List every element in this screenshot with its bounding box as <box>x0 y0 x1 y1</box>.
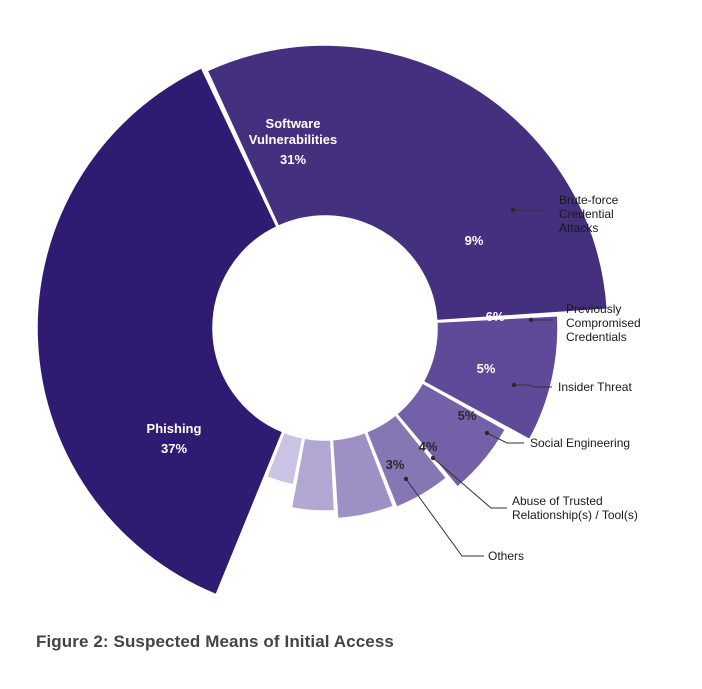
leader-line-abuse-of-trusted-relationship-s-tool-s <box>432 457 507 509</box>
category-label-brute-force-credential-attacks: Brute-force <box>559 193 619 207</box>
slice-phishing <box>36 66 284 596</box>
category-label-others: Others <box>488 549 524 563</box>
leader-dot-abuse-of-trusted-relationship-s-tool-s <box>430 455 436 461</box>
leader-line-others <box>405 478 484 557</box>
donut-hole <box>214 217 436 439</box>
slice-value-previously-compromised-credentials: 6% <box>486 309 505 324</box>
slice-value-brute-force-credential-attacks: 9% <box>465 233 484 248</box>
slice-value-social-engineering: 5% <box>458 408 477 423</box>
slice-software-vulnerabilities <box>206 44 609 322</box>
slice-value-others: 3% <box>386 457 405 472</box>
leader-dot-others <box>403 476 409 482</box>
leader-dot-social-engineering <box>484 430 490 436</box>
leader-dot-insider-threat <box>511 382 517 388</box>
slice-previously-compromised-credentials <box>395 381 507 489</box>
slice-social-engineering <box>331 431 395 520</box>
category-label-previously-compromised-credentials: Compromised <box>566 316 641 330</box>
leader-dot-previously-compromised-credentials <box>528 317 534 323</box>
category-label-abuse-of-trusted-relationship-s-tool-s: Relationship(s) / Tool(s) <box>512 508 638 522</box>
slice-label-software-vulnerabilities: Software <box>266 116 321 131</box>
category-label-previously-compromised-credentials: Previously <box>566 302 621 316</box>
slice-label-phishing: Phishing <box>147 421 202 436</box>
category-label-social-engineering: Social Engineering <box>530 436 630 450</box>
slice-value-software-vulnerabilities: 31% <box>280 152 306 167</box>
slice-value-phishing: 37% <box>161 441 187 456</box>
category-label-abuse-of-trusted-relationship-s-tool-s: Abuse of Trusted <box>512 494 603 508</box>
category-label-brute-force-credential-attacks: Attacks <box>559 221 598 235</box>
figure-caption: Figure 2: Suspected Means of Initial Acc… <box>36 632 394 651</box>
leader-line-social-engineering <box>486 432 524 444</box>
leader-dot-brute-force-credential-attacks <box>510 207 516 213</box>
leader-line-insider-threat <box>514 384 552 388</box>
slice-abuse-of-trusted-relationship-s-tool-s <box>290 437 336 512</box>
slice-value-insider-threat: 5% <box>477 361 496 376</box>
slice-insider-threat <box>365 413 448 509</box>
slice-label-software-vulnerabilities: Vulnerabilities <box>249 132 337 147</box>
category-label-previously-compromised-credentials: Credentials <box>566 330 627 344</box>
slice-value-abuse-of-trusted-relationship-s-tool-s: 4% <box>419 439 438 454</box>
slice-others <box>265 431 304 486</box>
category-label-insider-threat: Insider Threat <box>558 380 632 394</box>
category-label-brute-force-credential-attacks: Credential <box>559 207 614 221</box>
slice-brute-force-credential-attacks <box>422 315 559 441</box>
